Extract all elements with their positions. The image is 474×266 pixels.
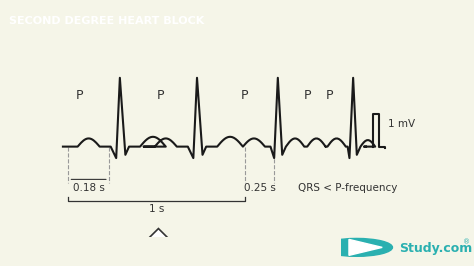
Text: P: P — [303, 89, 311, 102]
Text: ®: ® — [463, 240, 470, 246]
Circle shape — [321, 238, 392, 256]
Text: 1 mV: 1 mV — [388, 119, 415, 129]
Text: P: P — [76, 89, 83, 102]
Text: SECOND DEGREE HEART BLOCK: SECOND DEGREE HEART BLOCK — [9, 16, 205, 26]
Text: 0.18 s: 0.18 s — [73, 183, 105, 193]
Text: Study.com: Study.com — [399, 243, 472, 255]
Text: P: P — [156, 89, 164, 102]
Text: P: P — [326, 89, 333, 102]
Text: 0.25 s: 0.25 s — [244, 183, 275, 193]
Text: QRS < P-frequency: QRS < P-frequency — [298, 183, 397, 193]
FancyArrow shape — [142, 228, 175, 265]
Polygon shape — [349, 239, 382, 255]
Text: P: P — [241, 89, 248, 102]
Text: 1 s: 1 s — [149, 204, 164, 214]
